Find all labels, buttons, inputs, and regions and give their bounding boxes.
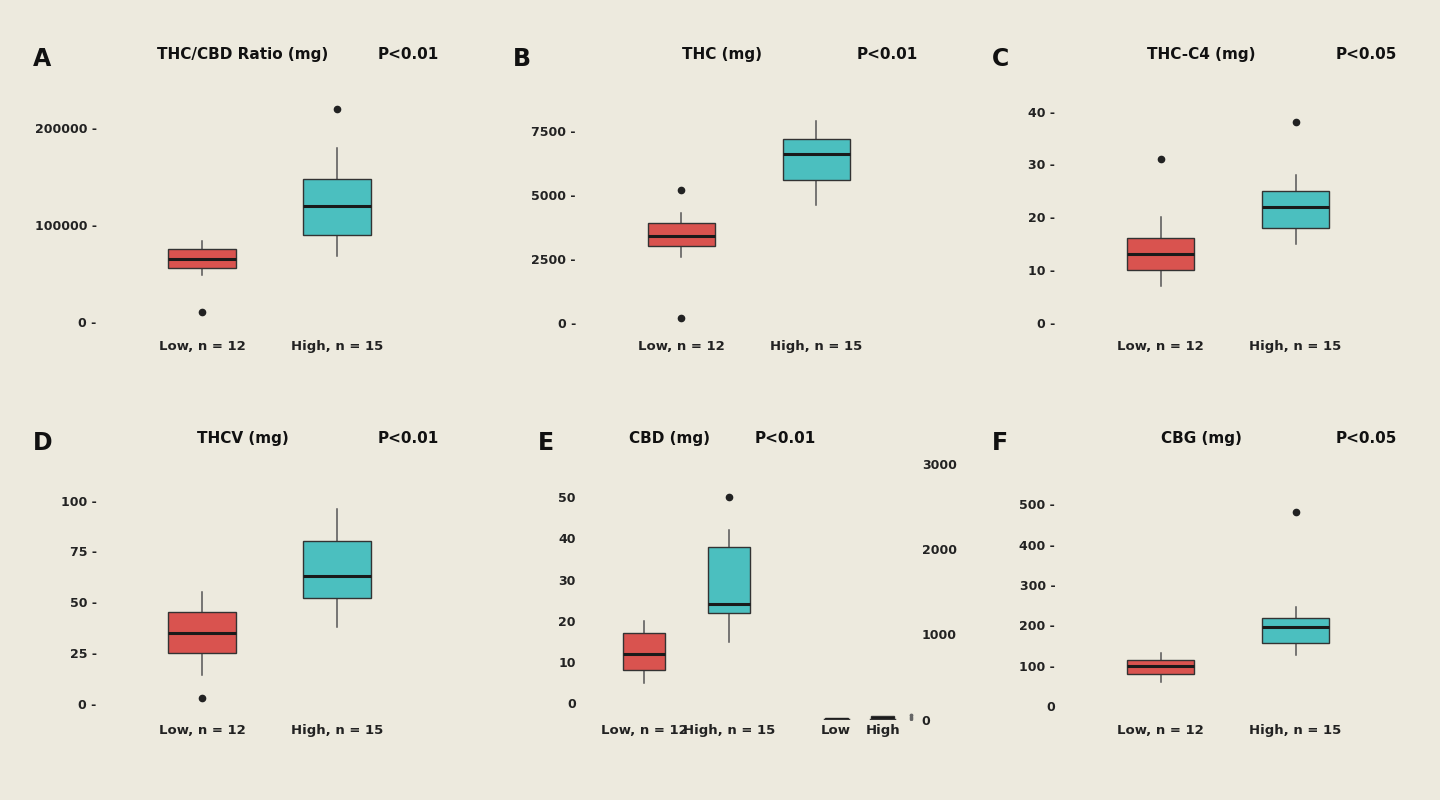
Text: E: E — [537, 430, 553, 454]
Text: B: B — [513, 46, 530, 70]
Text: THCV (mg): THCV (mg) — [197, 430, 288, 446]
Text: THC (mg): THC (mg) — [681, 46, 762, 62]
Bar — [708, 546, 750, 613]
Bar — [304, 542, 370, 598]
Text: THC-C4 (mg): THC-C4 (mg) — [1146, 46, 1256, 62]
Bar — [871, 717, 894, 718]
Text: F: F — [992, 430, 1008, 454]
Text: THC/CBD Ratio (mg): THC/CBD Ratio (mg) — [157, 46, 328, 62]
Text: D: D — [33, 430, 53, 454]
Text: P<0.05: P<0.05 — [1336, 430, 1397, 446]
Bar — [782, 139, 850, 180]
Bar — [648, 223, 716, 246]
Text: P<0.01: P<0.01 — [857, 46, 919, 62]
Text: P<0.01: P<0.01 — [377, 430, 439, 446]
Bar — [1126, 659, 1194, 674]
Text: P<0.01: P<0.01 — [755, 430, 816, 446]
Bar — [304, 178, 370, 234]
Bar — [622, 634, 665, 670]
Bar — [1126, 238, 1194, 270]
Text: CBD (mg): CBD (mg) — [629, 430, 710, 446]
Bar — [1261, 618, 1329, 643]
Text: CBG (mg): CBG (mg) — [1161, 430, 1241, 446]
Bar — [1261, 191, 1329, 228]
Text: P<0.05: P<0.05 — [1336, 46, 1397, 62]
Text: A: A — [33, 46, 52, 70]
Text: C: C — [992, 46, 1009, 70]
Bar — [168, 612, 236, 653]
Bar — [168, 249, 236, 268]
Text: P<0.01: P<0.01 — [377, 46, 439, 62]
